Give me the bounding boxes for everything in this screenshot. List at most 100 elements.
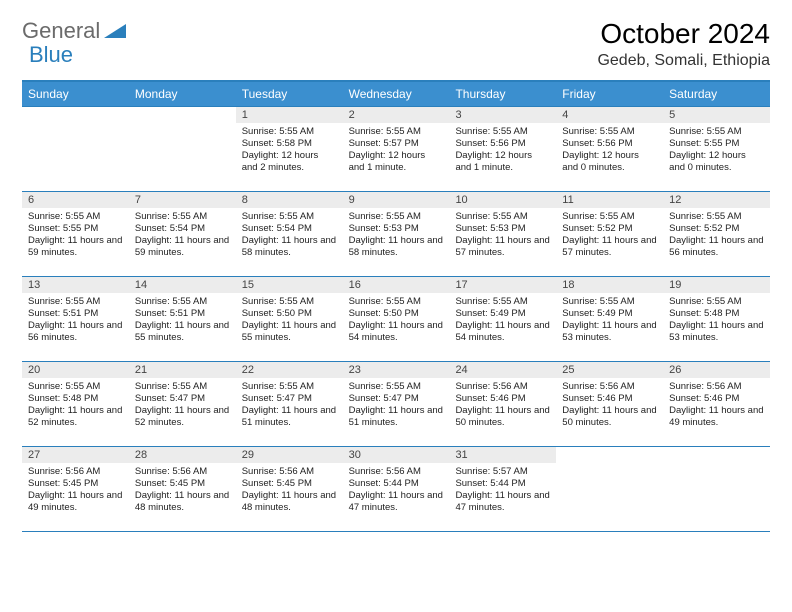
- cell-body: Sunrise: 5:56 AMSunset: 5:46 PMDaylight:…: [556, 378, 663, 435]
- date-number: 22: [236, 362, 343, 378]
- date-number: 25: [556, 362, 663, 378]
- cell-body: Sunrise: 5:56 AMSunset: 5:45 PMDaylight:…: [129, 463, 236, 520]
- sunrise-text: Sunrise: 5:56 AM: [562, 381, 657, 393]
- sunset-text: Sunset: 5:48 PM: [28, 393, 123, 405]
- calendar-cell: 11Sunrise: 5:55 AMSunset: 5:52 PMDayligh…: [556, 192, 663, 276]
- date-number: 16: [343, 277, 450, 293]
- cell-body: Sunrise: 5:56 AMSunset: 5:46 PMDaylight:…: [663, 378, 770, 435]
- cell-body: Sunrise: 5:55 AMSunset: 5:51 PMDaylight:…: [129, 293, 236, 350]
- daylight-text: Daylight: 11 hours and 57 minutes.: [562, 235, 657, 259]
- calendar-cell: [129, 107, 236, 191]
- sunset-text: Sunset: 5:48 PM: [669, 308, 764, 320]
- sunset-text: Sunset: 5:49 PM: [455, 308, 550, 320]
- sunset-text: Sunset: 5:56 PM: [455, 138, 550, 150]
- week-row: 6Sunrise: 5:55 AMSunset: 5:55 PMDaylight…: [22, 191, 770, 276]
- sunrise-text: Sunrise: 5:56 AM: [28, 466, 123, 478]
- date-number: 28: [129, 447, 236, 463]
- calendar-cell: 8Sunrise: 5:55 AMSunset: 5:54 PMDaylight…: [236, 192, 343, 276]
- calendar-cell: 9Sunrise: 5:55 AMSunset: 5:53 PMDaylight…: [343, 192, 450, 276]
- calendar-cell: 13Sunrise: 5:55 AMSunset: 5:51 PMDayligh…: [22, 277, 129, 361]
- sunset-text: Sunset: 5:53 PM: [455, 223, 550, 235]
- sunset-text: Sunset: 5:47 PM: [242, 393, 337, 405]
- sunrise-text: Sunrise: 5:55 AM: [349, 381, 444, 393]
- sunrise-text: Sunrise: 5:55 AM: [349, 296, 444, 308]
- calendar-cell: 17Sunrise: 5:55 AMSunset: 5:49 PMDayligh…: [449, 277, 556, 361]
- sunset-text: Sunset: 5:45 PM: [135, 478, 230, 490]
- cell-body: Sunrise: 5:55 AMSunset: 5:51 PMDaylight:…: [22, 293, 129, 350]
- calendar-cell: 28Sunrise: 5:56 AMSunset: 5:45 PMDayligh…: [129, 447, 236, 531]
- sunrise-text: Sunrise: 5:56 AM: [135, 466, 230, 478]
- calendar-cell: 6Sunrise: 5:55 AMSunset: 5:55 PMDaylight…: [22, 192, 129, 276]
- cell-body: Sunrise: 5:55 AMSunset: 5:48 PMDaylight:…: [663, 293, 770, 350]
- sunset-text: Sunset: 5:44 PM: [455, 478, 550, 490]
- date-number: 11: [556, 192, 663, 208]
- sunrise-text: Sunrise: 5:55 AM: [669, 211, 764, 223]
- sunrise-text: Sunrise: 5:55 AM: [28, 296, 123, 308]
- calendar-cell: 20Sunrise: 5:55 AMSunset: 5:48 PMDayligh…: [22, 362, 129, 446]
- date-number: 7: [129, 192, 236, 208]
- daylight-text: Daylight: 11 hours and 55 minutes.: [135, 320, 230, 344]
- cell-body: Sunrise: 5:56 AMSunset: 5:45 PMDaylight:…: [236, 463, 343, 520]
- logo-triangle-icon: [104, 18, 126, 44]
- calendar-cell: 21Sunrise: 5:55 AMSunset: 5:47 PMDayligh…: [129, 362, 236, 446]
- cell-body: Sunrise: 5:55 AMSunset: 5:50 PMDaylight:…: [343, 293, 450, 350]
- cell-body: Sunrise: 5:55 AMSunset: 5:52 PMDaylight:…: [556, 208, 663, 265]
- daylight-text: Daylight: 11 hours and 48 minutes.: [135, 490, 230, 514]
- sunrise-text: Sunrise: 5:56 AM: [669, 381, 764, 393]
- daylight-text: Daylight: 11 hours and 52 minutes.: [135, 405, 230, 429]
- daylight-text: Daylight: 11 hours and 50 minutes.: [562, 405, 657, 429]
- daylight-text: Daylight: 11 hours and 54 minutes.: [349, 320, 444, 344]
- date-number: 3: [449, 107, 556, 123]
- date-number: 23: [343, 362, 450, 378]
- week-row: 27Sunrise: 5:56 AMSunset: 5:45 PMDayligh…: [22, 446, 770, 531]
- day-header: Thursday: [449, 82, 556, 106]
- daylight-text: Daylight: 11 hours and 49 minutes.: [669, 405, 764, 429]
- sunset-text: Sunset: 5:51 PM: [28, 308, 123, 320]
- sunset-text: Sunset: 5:57 PM: [349, 138, 444, 150]
- daylight-text: Daylight: 11 hours and 47 minutes.: [349, 490, 444, 514]
- daylight-text: Daylight: 12 hours and 2 minutes.: [242, 150, 337, 174]
- cell-body: Sunrise: 5:55 AMSunset: 5:49 PMDaylight:…: [556, 293, 663, 350]
- sunrise-text: Sunrise: 5:55 AM: [562, 211, 657, 223]
- date-number: 15: [236, 277, 343, 293]
- cell-body: Sunrise: 5:55 AMSunset: 5:47 PMDaylight:…: [129, 378, 236, 435]
- sunrise-text: Sunrise: 5:56 AM: [455, 381, 550, 393]
- daylight-text: Daylight: 11 hours and 53 minutes.: [562, 320, 657, 344]
- day-header: Sunday: [22, 82, 129, 106]
- date-number: 12: [663, 192, 770, 208]
- date-number: 20: [22, 362, 129, 378]
- daylight-text: Daylight: 12 hours and 0 minutes.: [669, 150, 764, 174]
- logo: General: [22, 18, 126, 44]
- sunrise-text: Sunrise: 5:55 AM: [455, 296, 550, 308]
- calendar-cell: 2Sunrise: 5:55 AMSunset: 5:57 PMDaylight…: [343, 107, 450, 191]
- sunset-text: Sunset: 5:52 PM: [669, 223, 764, 235]
- calendar-cell: 30Sunrise: 5:56 AMSunset: 5:44 PMDayligh…: [343, 447, 450, 531]
- sunset-text: Sunset: 5:52 PM: [562, 223, 657, 235]
- sunrise-text: Sunrise: 5:55 AM: [242, 126, 337, 138]
- sunset-text: Sunset: 5:46 PM: [669, 393, 764, 405]
- sunrise-text: Sunrise: 5:55 AM: [562, 296, 657, 308]
- sunrise-text: Sunrise: 5:55 AM: [28, 381, 123, 393]
- daylight-text: Daylight: 12 hours and 0 minutes.: [562, 150, 657, 174]
- date-number: 14: [129, 277, 236, 293]
- cell-body: Sunrise: 5:55 AMSunset: 5:56 PMDaylight:…: [556, 123, 663, 180]
- daylight-text: Daylight: 11 hours and 59 minutes.: [28, 235, 123, 259]
- cell-body: Sunrise: 5:55 AMSunset: 5:53 PMDaylight:…: [449, 208, 556, 265]
- date-number: 6: [22, 192, 129, 208]
- cell-body: Sunrise: 5:55 AMSunset: 5:56 PMDaylight:…: [449, 123, 556, 180]
- location-text: Gedeb, Somali, Ethiopia: [597, 52, 770, 70]
- cell-body: Sunrise: 5:55 AMSunset: 5:50 PMDaylight:…: [236, 293, 343, 350]
- page-header: General October 2024 Gedeb, Somali, Ethi…: [22, 18, 770, 70]
- daylight-text: Daylight: 11 hours and 58 minutes.: [349, 235, 444, 259]
- calendar-cell: 5Sunrise: 5:55 AMSunset: 5:55 PMDaylight…: [663, 107, 770, 191]
- sunrise-text: Sunrise: 5:55 AM: [349, 126, 444, 138]
- daylight-text: Daylight: 11 hours and 51 minutes.: [242, 405, 337, 429]
- sunset-text: Sunset: 5:47 PM: [349, 393, 444, 405]
- cell-body: Sunrise: 5:56 AMSunset: 5:45 PMDaylight:…: [22, 463, 129, 520]
- sunset-text: Sunset: 5:46 PM: [455, 393, 550, 405]
- sunset-text: Sunset: 5:55 PM: [669, 138, 764, 150]
- date-number: 2: [343, 107, 450, 123]
- date-number: 27: [22, 447, 129, 463]
- sunrise-text: Sunrise: 5:57 AM: [455, 466, 550, 478]
- cell-body: Sunrise: 5:55 AMSunset: 5:47 PMDaylight:…: [343, 378, 450, 435]
